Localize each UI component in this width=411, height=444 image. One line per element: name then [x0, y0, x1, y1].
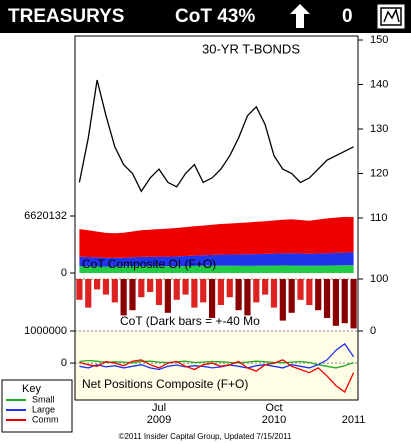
x-tick-label: Oct — [265, 402, 282, 414]
panel-title: CoT (Dark bars = +-40 Mo — [120, 314, 260, 328]
area — [79, 252, 354, 267]
bar — [350, 279, 357, 329]
bar — [341, 279, 348, 324]
y-tick-label: 0 — [61, 357, 67, 369]
area — [79, 265, 354, 273]
line — [79, 342, 355, 371]
header-signal: 0 — [342, 6, 353, 27]
line — [79, 359, 354, 369]
panel-title: Net Positions Composite (F+O) — [82, 377, 248, 391]
bar — [138, 279, 145, 298]
y-tick-label: 130 — [370, 123, 388, 135]
bar — [235, 279, 242, 311]
bar — [208, 279, 216, 318]
bar — [262, 279, 269, 295]
line — [79, 359, 355, 393]
header-title: TREASURYS — [8, 6, 124, 27]
y-tick-label: 110 — [370, 212, 388, 224]
bar — [173, 279, 180, 300]
legend-label: Comm — [32, 414, 59, 424]
key-box — [1, 379, 73, 433]
y-tick-label: 0 — [370, 325, 376, 337]
bar — [270, 279, 278, 308]
panel-title: CoT Composite OI (F+O) — [82, 257, 216, 271]
bar — [315, 279, 322, 311]
y-tick-label: 1000000 — [24, 325, 67, 337]
bar — [111, 279, 118, 303]
panel-title: 30-YR T-BONDS — [202, 41, 300, 56]
bar — [306, 279, 313, 305]
bar — [323, 279, 331, 318]
x-tick-label: 2009 — [147, 414, 171, 426]
bar — [155, 279, 163, 305]
y-tick-label: 100 — [370, 273, 388, 285]
bar — [94, 279, 101, 290]
x-tick-label: Jul — [152, 402, 166, 414]
area — [79, 216, 354, 258]
bar — [191, 279, 198, 308]
bar — [147, 279, 154, 292]
bar — [332, 279, 339, 326]
y-tick-label: 140 — [370, 78, 388, 90]
y-tick-label: 150 — [370, 34, 388, 46]
bar — [85, 279, 92, 308]
bar — [217, 279, 225, 305]
legend-label: Large — [32, 404, 55, 414]
y-tick-label: 0 — [61, 267, 67, 279]
y-tick-label: 6620132 — [24, 210, 67, 222]
bar — [129, 279, 136, 311]
bar — [244, 279, 251, 316]
bar — [200, 279, 207, 303]
bar — [164, 279, 171, 313]
x-tick-label: 2010 — [262, 414, 286, 426]
bar — [253, 279, 260, 303]
bar — [182, 279, 189, 295]
x-tick-label: 2011 — [342, 414, 366, 426]
bar — [288, 279, 295, 313]
bar — [76, 279, 83, 300]
bar — [226, 279, 233, 298]
line — [78, 79, 354, 193]
header-bar — [0, 0, 411, 33]
bar — [102, 279, 110, 295]
signal-arrow — [290, 4, 310, 28]
header-cot: CoT 43% — [175, 6, 255, 27]
bar — [297, 279, 304, 300]
bar — [120, 279, 127, 316]
bar — [279, 279, 286, 321]
legend-label: Small — [32, 394, 55, 404]
footer: ©2011 Insider Capital Group, Updated 7/1… — [119, 432, 292, 441]
y-tick-label: 120 — [370, 167, 388, 179]
key-title: Key — [22, 383, 41, 395]
logo — [376, 3, 406, 30]
